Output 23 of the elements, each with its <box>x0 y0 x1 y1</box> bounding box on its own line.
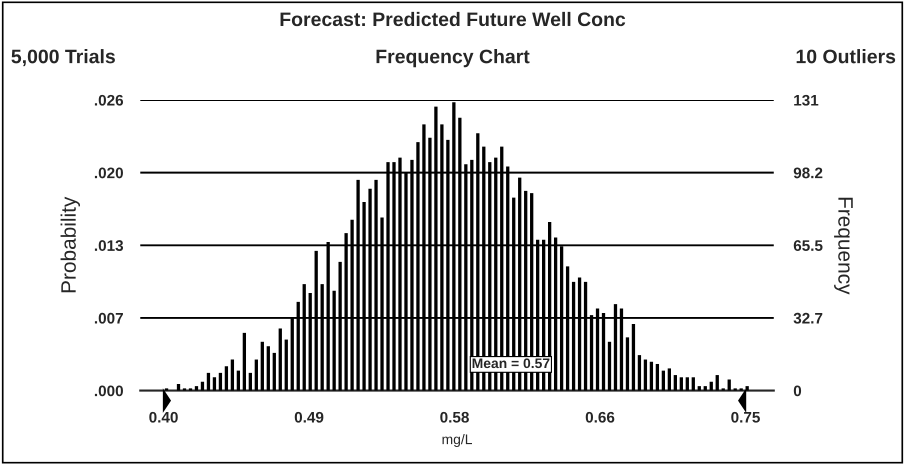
y2-tick-label: 131 <box>794 94 818 106</box>
x-tick-label: 0.75 <box>731 412 760 423</box>
x-axis-title: mg/L <box>442 434 472 447</box>
chart-title: Forecast: Predicted Future Well Conc <box>280 12 626 26</box>
y2-tick-label: 65.5 <box>794 240 823 251</box>
y-tick-label: .007 <box>94 312 123 324</box>
y-tick-label: .020 <box>94 168 123 178</box>
x-tick-label: 0.40 <box>149 412 178 423</box>
y-axis-title: Probability <box>60 196 80 292</box>
text: 5,000 Trials <box>11 49 115 66</box>
y2-tick-label: 0 <box>794 385 802 396</box>
x-tick-label: 0.49 <box>294 412 324 423</box>
y-tick-label: .013 <box>94 240 124 251</box>
y2-tick-label: 98.2 <box>794 168 822 178</box>
annotation: Mean = 0.57 <box>472 358 550 368</box>
y-tick-label: .000 <box>94 385 123 396</box>
text: 10 Outliers <box>796 49 896 64</box>
x-tick-label: 0.58 <box>440 412 469 423</box>
x-tick-label: 0.66 <box>586 412 614 423</box>
y2-axis-title: Frequency <box>834 198 853 294</box>
y2-tick-label: 32.7 <box>794 312 822 324</box>
chart-subtitle: Frequency Chart <box>376 49 530 68</box>
y-tick-label: .026 <box>94 94 124 106</box>
